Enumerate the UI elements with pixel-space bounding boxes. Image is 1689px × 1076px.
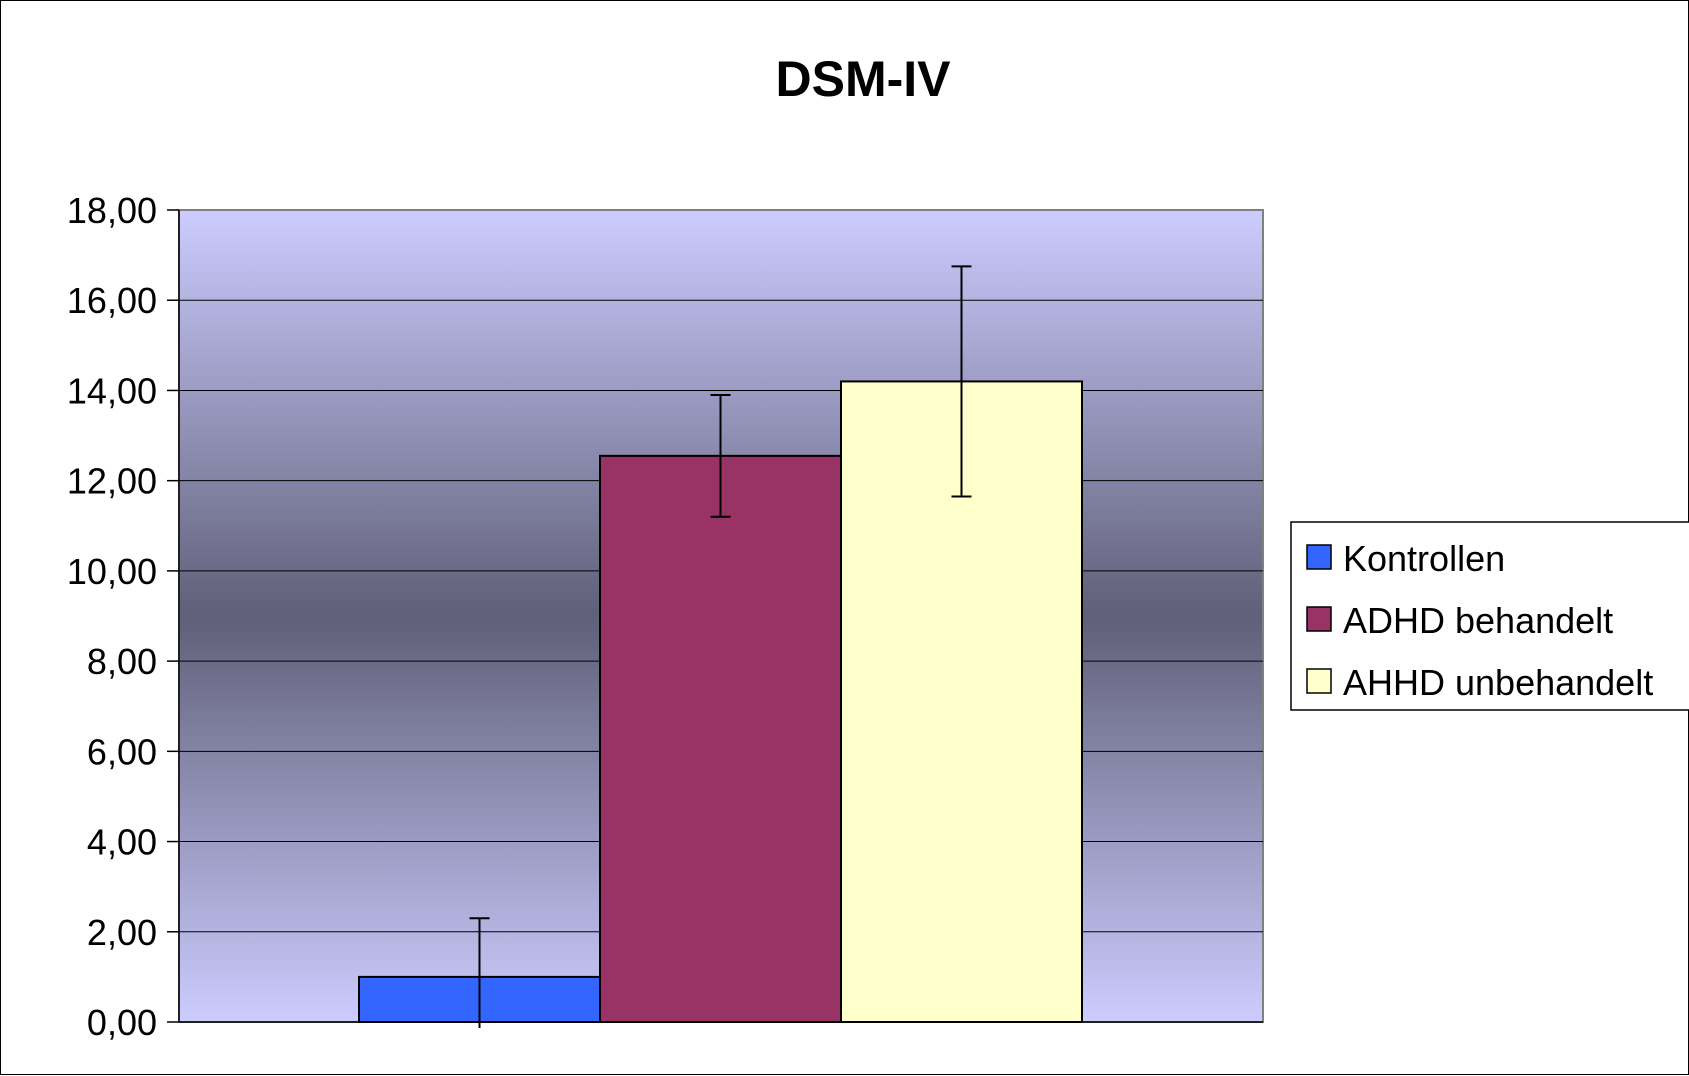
legend: Kontrollen ADHD behandelt AHHD unbehandelt	[1290, 521, 1689, 711]
bar-2	[599, 454, 842, 1024]
y-tick-label: 12,00	[67, 461, 157, 502]
y-tick-label: 10,00	[67, 551, 157, 592]
y-tick-label: 2,00	[87, 912, 157, 953]
y-tick-label: 4,00	[87, 822, 157, 863]
y-tick-label: 16,00	[67, 280, 157, 321]
y-tick-label: 14,00	[67, 370, 157, 411]
legend-box	[1290, 521, 1689, 711]
y-tick-label: 8,00	[87, 641, 157, 682]
chart-title: DSM-IV	[776, 51, 952, 107]
y-tick-label: 0,00	[87, 1002, 157, 1043]
legend-swatch	[1306, 606, 1332, 632]
legend-label: Kontrollen	[1343, 538, 1505, 579]
legend-label: AHHD unbehandelt	[1343, 662, 1653, 703]
y-axis: 0,00 2,00 4,00 6,00 8,00 10,00 12,00 14,00 16,00…	[67, 190, 1263, 1043]
legend-swatch	[1306, 544, 1332, 570]
y-tick-label: 6,00	[87, 731, 157, 772]
error-bars	[469, 265, 972, 1028]
legend-swatch	[1306, 668, 1332, 694]
y-tick-label: 18,00	[67, 190, 157, 231]
legend-label: ADHD behandelt	[1343, 600, 1613, 641]
